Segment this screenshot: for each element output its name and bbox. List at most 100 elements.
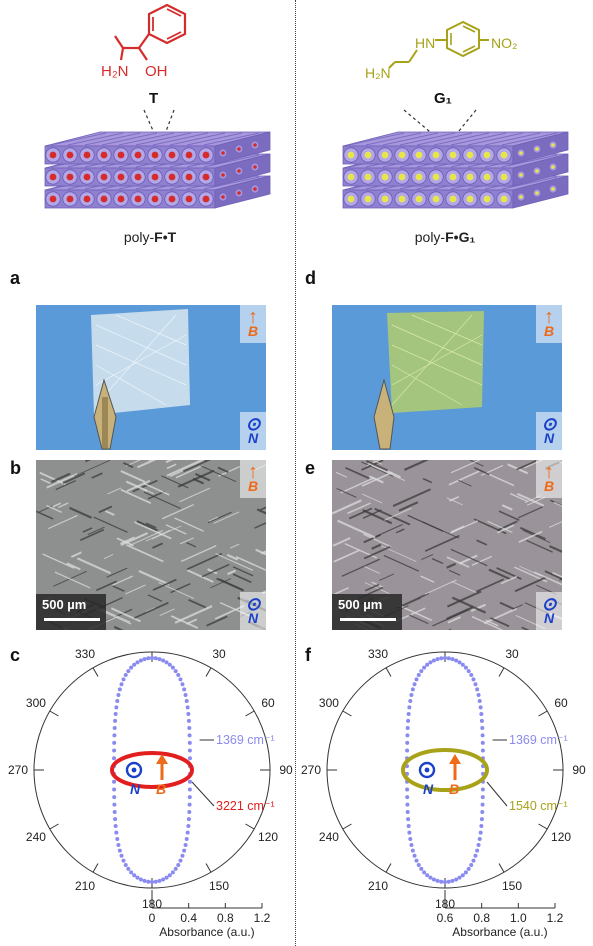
guest-molecule-dot — [117, 173, 125, 181]
guest-molecule-dot — [202, 151, 210, 159]
dichroism-dot — [113, 824, 118, 828]
dichroism-dot — [153, 879, 158, 884]
guest-molecule-dot — [49, 151, 57, 159]
micrograph-crack — [161, 475, 189, 489]
molecule-t-label: T — [149, 90, 158, 107]
molecule-g1-structure: HN NO₂ H₂N G₁ — [365, 20, 517, 107]
micrograph-crack — [112, 575, 133, 586]
dichroism-dot — [460, 662, 465, 667]
dichroism-dot — [132, 662, 137, 667]
micrograph-crack — [337, 519, 376, 539]
angle-label: 300 — [26, 696, 46, 710]
dichroism-dot — [112, 779, 117, 784]
micrograph-crack — [501, 504, 513, 511]
film-rod — [450, 132, 507, 146]
dichroism-dot — [454, 877, 459, 882]
micrograph-crack — [188, 598, 207, 609]
absorbance-axis-label: Absorbance (a.u.) — [159, 925, 254, 939]
dichroism-dot — [187, 740, 192, 745]
angle-tick — [342, 823, 352, 830]
dichroism-dot — [184, 836, 189, 841]
angle-label: 120 — [258, 830, 278, 844]
micrograph-crack — [143, 482, 170, 496]
micrograph-crack — [363, 546, 391, 560]
dichroism-dot — [164, 660, 169, 665]
caption-prefix: poly- — [123, 229, 155, 245]
n-field-indicator: ⊙ N — [536, 412, 562, 450]
guest-molecule-dot — [551, 143, 555, 147]
peak2-leader — [191, 781, 215, 807]
angle-tick — [538, 710, 548, 717]
guest-molecule-dot — [449, 173, 457, 181]
dichroism-dot — [480, 733, 485, 738]
micrograph-crack — [481, 464, 504, 476]
micrograph-crack — [498, 510, 520, 521]
micrograph-crack — [126, 544, 164, 563]
dichroism-dot — [450, 878, 455, 883]
guest-molecule-dot — [500, 195, 508, 203]
amine-nh-label: HN — [415, 35, 435, 51]
guest-molecule-dot — [185, 151, 193, 159]
dichroism-dot — [112, 726, 117, 731]
angle-label: 150 — [209, 879, 229, 893]
guest-molecule-dot — [83, 195, 91, 203]
micrograph-crack — [229, 543, 240, 549]
scale-bar-label: 500 µm — [338, 597, 383, 612]
micrograph-crack — [496, 567, 522, 580]
panel-label-a: a — [10, 268, 21, 288]
film-rod — [501, 176, 558, 190]
micrograph-crack — [208, 516, 219, 523]
guest-molecule-dot — [237, 147, 241, 151]
dichroism-dot — [446, 656, 451, 661]
dichroism-dot — [406, 712, 411, 716]
angle-tick — [92, 863, 99, 873]
micrograph-crack — [361, 471, 393, 487]
b-field-indicator: ↑ B — [240, 460, 266, 498]
micrograph-crack — [186, 552, 223, 571]
angle-label: 60 — [554, 696, 568, 710]
micrograph-crack — [519, 526, 546, 540]
micrograph-crack — [103, 554, 114, 560]
dichroism-dot — [187, 748, 192, 753]
dichroism-dot — [405, 748, 410, 753]
dichroism-dot — [405, 795, 410, 800]
dichroism-dot — [138, 877, 143, 882]
guest-molecule-dot — [466, 195, 474, 203]
dichroism-dot — [182, 848, 187, 853]
polar-plot-f: 0306090120150180210240270300330NB1369 cm… — [301, 640, 586, 939]
dichroism-dot — [419, 866, 424, 871]
micrograph-crack — [372, 523, 403, 539]
micrograph-crack — [216, 577, 245, 592]
dichroism-dot — [185, 830, 190, 835]
angle-label: 150 — [502, 879, 522, 893]
dichroism-dot — [409, 693, 414, 698]
micrograph-crack — [48, 514, 78, 530]
micrograph-crack — [147, 490, 166, 500]
angle-tick — [49, 823, 59, 830]
micrograph-crack — [336, 488, 357, 498]
micrograph-crack — [473, 467, 490, 476]
micrograph-crack — [364, 583, 380, 592]
micrograph-crack — [471, 555, 493, 566]
polar-plot-c: 0306090120150180210240270300330NB1369 cm… — [8, 640, 293, 939]
micrograph-crack — [42, 553, 75, 569]
micrograph-crack — [51, 472, 71, 483]
dichroism-dot — [126, 669, 131, 674]
guest-molecule-dot — [500, 151, 508, 159]
dichroism-dot — [167, 873, 172, 878]
micrograph-crack — [207, 511, 232, 524]
dichroism-dot — [466, 866, 471, 871]
photo-e-micrograph: 500 µm ↑ B ⊙ N — [332, 460, 562, 630]
micrograph-crack — [485, 619, 499, 627]
guest-molecule-dot — [100, 195, 108, 203]
micrograph-crack — [170, 582, 191, 594]
angle-label: 0 — [442, 640, 449, 643]
angle-label: 210 — [75, 879, 95, 893]
guest-molecule-dot — [398, 151, 406, 159]
guest-molecule-dot — [134, 151, 142, 159]
micrograph-crack — [499, 601, 516, 611]
micrograph-crack — [132, 479, 158, 493]
micrograph-crack — [46, 504, 63, 514]
micrograph-crack — [260, 550, 266, 555]
micrograph-crack — [363, 533, 392, 548]
